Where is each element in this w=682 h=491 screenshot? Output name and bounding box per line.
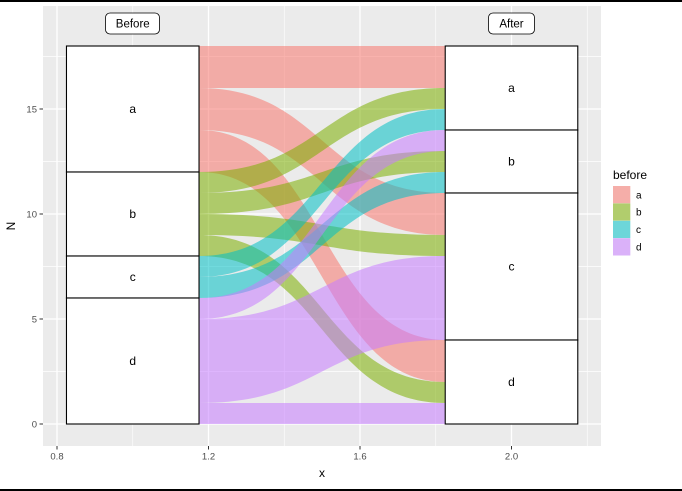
stratum-label-before-a: a bbox=[129, 102, 136, 116]
flow-b-to-a bbox=[199, 88, 446, 193]
stratum-after-b bbox=[444, 129, 579, 194]
x-tick-label: 2.0 bbox=[505, 452, 518, 463]
flow-c-to-a bbox=[199, 109, 446, 277]
x-tick-label: 1.6 bbox=[353, 452, 366, 463]
before-axis-label: Before bbox=[105, 12, 160, 35]
stratum-before-c bbox=[65, 255, 200, 299]
stratum-after-c bbox=[444, 192, 579, 341]
legend-key-swatch-b bbox=[613, 203, 631, 221]
flow-d-to-b bbox=[199, 130, 446, 319]
x-tick-label: 1.2 bbox=[202, 452, 215, 463]
after-axis-label: After bbox=[488, 12, 535, 35]
before-label-box bbox=[105, 12, 160, 35]
legend-key-swatch-c bbox=[613, 220, 631, 239]
stratum-after-d bbox=[444, 339, 579, 425]
y-tick-label: 0 bbox=[32, 420, 37, 431]
alluvial-flows bbox=[199, 46, 446, 424]
window-border-top bbox=[0, 0, 682, 2]
y-tick-label: 5 bbox=[32, 315, 37, 326]
strata: a b c d a b c d bbox=[65, 45, 579, 425]
stratum-label-after-b: b bbox=[508, 155, 515, 169]
stratum-before-d bbox=[65, 297, 200, 425]
flow-a-to-a bbox=[199, 46, 446, 88]
before-label-text: Before bbox=[116, 19, 150, 31]
y-axis: 0 5 10 15 bbox=[26, 105, 43, 431]
stratum-before-b bbox=[65, 171, 200, 257]
stratum-label-before-b: b bbox=[129, 207, 136, 221]
after-label-text: After bbox=[499, 19, 523, 31]
x-axis-title: x bbox=[319, 466, 325, 480]
stratum-label-after-c: c bbox=[509, 260, 515, 274]
x-axis: 0.8 1.2 1.6 2.0 bbox=[50, 446, 518, 463]
stratum-before-a bbox=[65, 45, 200, 173]
y-tick-label: 10 bbox=[26, 210, 37, 221]
legend-key-label-d: d bbox=[636, 243, 642, 254]
stratum-after-a bbox=[444, 45, 579, 131]
legend-title: before bbox=[613, 168, 647, 182]
y-axis-title: N bbox=[4, 222, 18, 231]
legend-key-swatch-d bbox=[613, 238, 631, 256]
stratum-label-after-a: a bbox=[508, 81, 515, 95]
legend-key-label-c: c bbox=[636, 225, 641, 236]
stratum-label-before-c: c bbox=[130, 270, 136, 284]
flow-d-to-c bbox=[199, 256, 446, 403]
flow-d-to-d bbox=[199, 403, 446, 424]
x-tick-label: 0.8 bbox=[50, 452, 63, 463]
window-border-bottom bbox=[0, 489, 682, 491]
stratum-label-before-d: d bbox=[129, 354, 136, 368]
after-label-box bbox=[488, 12, 535, 35]
stratum-label-after-d: d bbox=[508, 375, 515, 389]
legend-key-label-a: a bbox=[636, 190, 642, 201]
legend-key-swatch-a bbox=[613, 186, 631, 204]
y-tick-label: 15 bbox=[26, 105, 37, 116]
legend-key-label-b: b bbox=[636, 208, 642, 219]
